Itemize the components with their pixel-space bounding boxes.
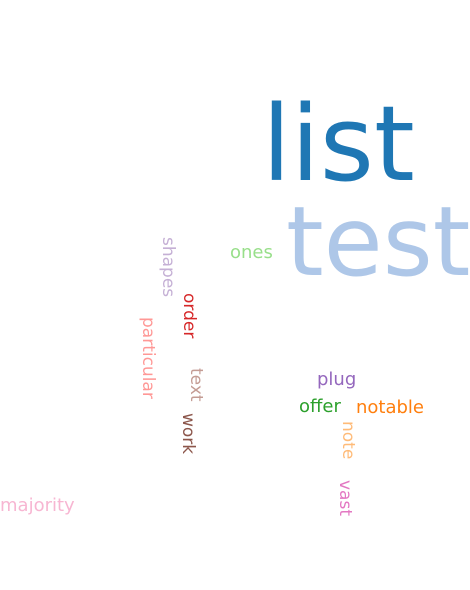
word-ones: ones [230, 242, 273, 263]
word-notable: notable [356, 397, 425, 418]
word-text: text [186, 368, 206, 402]
word-work: work [178, 413, 198, 455]
word-order: order [179, 293, 199, 339]
word-particular: particular [138, 317, 158, 399]
word-offer: offer [299, 396, 341, 417]
word-plug: plug [317, 369, 357, 390]
word-test: test [286, 186, 470, 298]
word-list: list [262, 83, 415, 205]
word-shapes: shapes [158, 237, 178, 298]
word-majority: majority [0, 495, 75, 516]
word-vast: vast [335, 480, 355, 517]
word-note: note [338, 421, 358, 460]
